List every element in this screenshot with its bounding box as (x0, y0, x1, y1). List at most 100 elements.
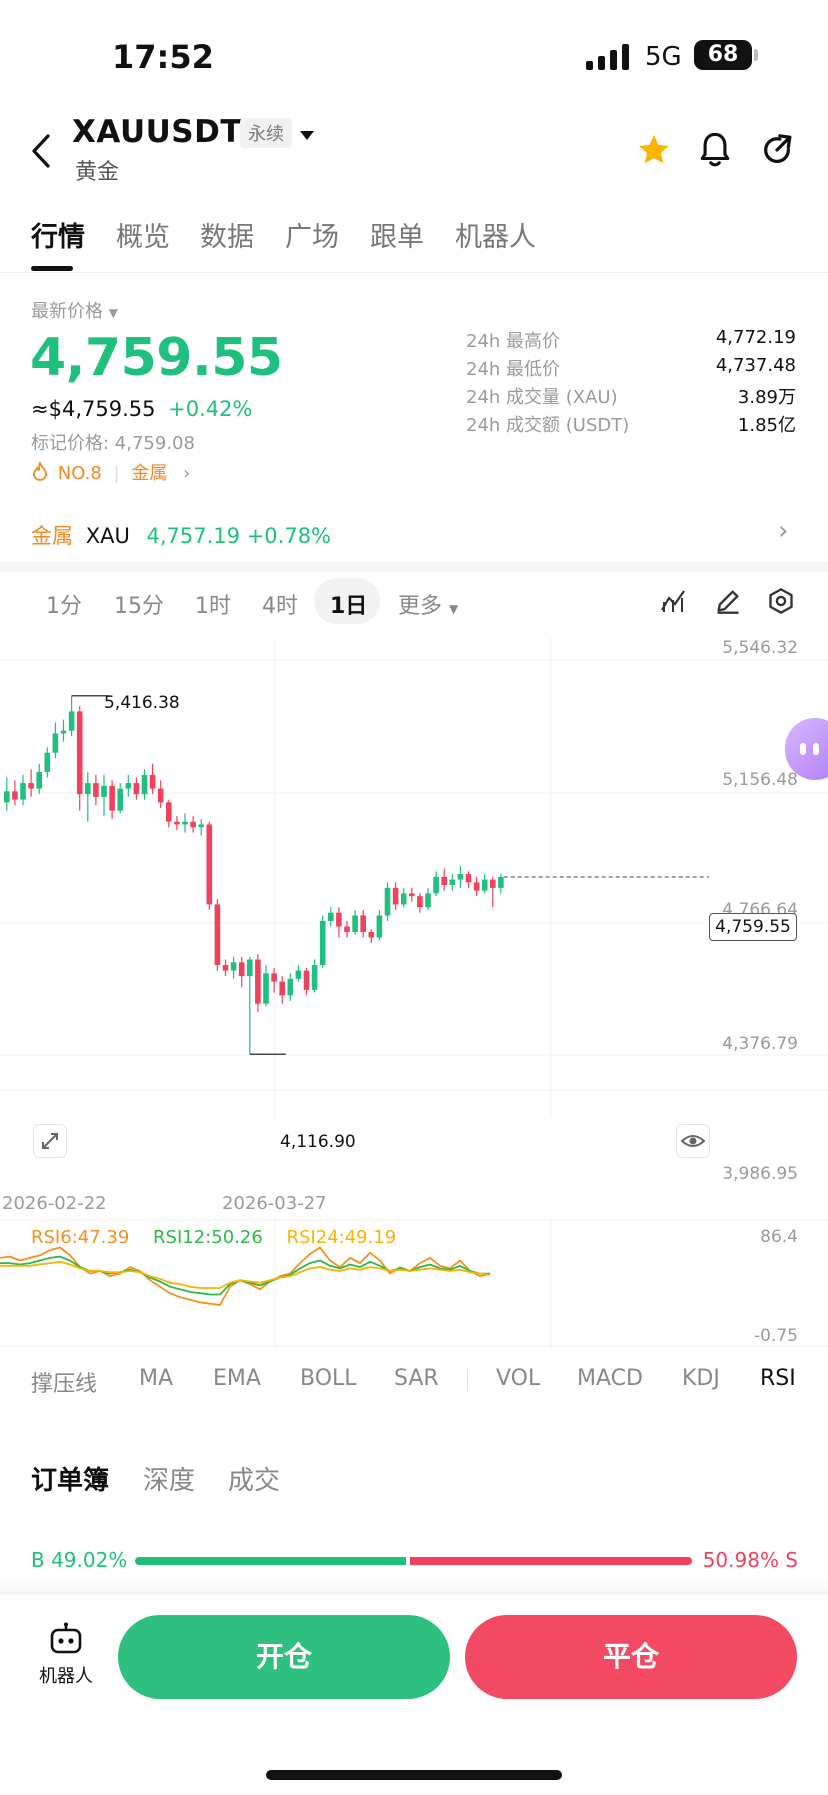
candle-body (149, 774, 156, 789)
candle-body (360, 915, 366, 932)
candle-body (109, 785, 115, 811)
tab-depth[interactable]: 深度 (143, 1466, 196, 1496)
latest-price-label[interactable]: 最新价格 ▼ (31, 301, 118, 322)
interval-1m[interactable]: 1分 (46, 594, 82, 619)
candle-body (60, 730, 67, 734)
rank-label: NO.8 (57, 463, 102, 484)
candle-body (117, 788, 123, 811)
candle-body (319, 920, 326, 966)
indicator-vol[interactable]: VOL (496, 1366, 541, 1391)
tab-data[interactable]: 数据 (200, 222, 254, 253)
candle-body (303, 970, 310, 990)
candle-body (28, 783, 34, 789)
rank-row[interactable]: NO.8 | 金属 › (31, 459, 190, 485)
symbol-subtitle: 黄金 (75, 160, 120, 185)
interval-4h[interactable]: 4时 (262, 594, 298, 619)
rsi-line-rsi12 (0, 1255, 490, 1296)
bell-icon[interactable] (698, 131, 732, 173)
back-icon[interactable] (30, 134, 52, 172)
home-indicator (266, 1770, 562, 1780)
candle-body (481, 879, 488, 891)
x-tick-label: 2026-03-27 (222, 1193, 327, 1214)
price-usd-row: ≈$4,759.55 +0.42% (31, 397, 252, 421)
candle-body (433, 876, 439, 894)
tab-market[interactable]: 行情 (31, 222, 85, 253)
signal-icon (586, 44, 632, 74)
candle-body (20, 783, 26, 800)
symbol-dropdown-icon[interactable] (300, 126, 314, 145)
reference-market-bar[interactable]: 金属 XAU 4,757.19 +0.78% (31, 520, 331, 550)
close-position-button[interactable]: 平仓 (465, 1615, 797, 1699)
bot-entry[interactable]: 机器人 (34, 1622, 98, 1688)
network-type: 5G (645, 42, 682, 72)
favorite-star-icon[interactable] (636, 132, 672, 172)
tab-orderbook[interactable]: 订单簿 (31, 1466, 110, 1496)
candle-body (368, 931, 375, 938)
indicator-support-resistance[interactable]: 撑压线 (31, 1372, 98, 1397)
candle-body (133, 783, 140, 795)
price-change: +0.42% (168, 397, 253, 421)
interval-more[interactable]: 更多 ▼ (398, 594, 459, 619)
mark-price: 标记价格: 4,759.08 (31, 433, 195, 454)
low-price-marker: 4,116.90 (280, 1132, 356, 1152)
ref-price: 4,757.19 (146, 524, 241, 548)
draw-pencil-icon[interactable] (714, 587, 742, 619)
eye-icon[interactable] (676, 1124, 710, 1158)
candlestick-chart[interactable] (0, 638, 828, 1118)
interval-1h[interactable]: 1时 (195, 594, 231, 619)
indicator-rsi[interactable]: RSI (760, 1366, 796, 1391)
bot-label: 机器人 (39, 1666, 93, 1687)
indicator-divider (467, 1370, 468, 1390)
interval-1d[interactable]: 1日 (330, 594, 368, 619)
tab-square[interactable]: 广场 (285, 222, 339, 253)
rsi24-value: RSI24:49.19 (286, 1227, 397, 1248)
candle-body (230, 962, 237, 971)
interval-15m[interactable]: 15分 (114, 594, 164, 619)
y-tick-label: 5,546.32 (722, 638, 798, 658)
candle-body (417, 896, 423, 908)
stat-low: 24h 最低价 4,737.48 (466, 355, 796, 380)
fullscreen-expand-icon[interactable] (33, 1124, 67, 1158)
candle-body (206, 824, 213, 905)
candle-body (4, 791, 10, 803)
assistant-bubble-icon[interactable] (785, 718, 828, 780)
buy-percentage: B 49.02% (31, 1548, 128, 1572)
symbol-title[interactable]: XAUUSDT (72, 114, 242, 150)
indicator-kdj[interactable]: KDJ (682, 1366, 720, 1391)
indicator-ema[interactable]: EMA (213, 1366, 261, 1391)
candle-body (190, 821, 196, 828)
tab-copy-trading[interactable]: 跟单 (370, 222, 424, 253)
indicator-sar[interactable]: SAR (394, 1366, 439, 1391)
status-time: 17:52 (112, 38, 214, 76)
buy-bar (135, 1557, 407, 1565)
candle-body (68, 711, 75, 731)
candle-body (174, 821, 180, 825)
candle-body (400, 893, 407, 905)
candle-body (247, 959, 253, 977)
open-position-button[interactable]: 开仓 (118, 1615, 450, 1699)
candle-body (222, 965, 229, 971)
candle-body (311, 965, 318, 990)
tab-bots[interactable]: 机器人 (455, 222, 536, 253)
battery-icon: 68 (694, 40, 752, 70)
tab-overview[interactable]: 概览 (116, 222, 170, 253)
indicator-boll[interactable]: BOLL (300, 1366, 357, 1391)
candle-body (473, 882, 480, 891)
share-icon[interactable] (760, 133, 794, 171)
candle-body (287, 978, 294, 996)
ref-chevron-right-icon[interactable]: › (778, 516, 789, 546)
tab-trades[interactable]: 成交 (228, 1466, 281, 1496)
sell-bar (409, 1557, 692, 1565)
candle-body (465, 874, 472, 883)
chart-settings-icon[interactable] (767, 587, 795, 619)
candle-body (198, 824, 204, 828)
tab-underline (31, 266, 73, 271)
candle-body (457, 874, 464, 880)
indicator-macd[interactable]: MACD (577, 1366, 643, 1391)
indicator-ma[interactable]: MA (139, 1366, 174, 1391)
orderbook-gradient (0, 1575, 828, 1595)
section-gap (0, 562, 828, 572)
chart-type-icon[interactable] (660, 588, 688, 618)
x-tick-label: 2026-02-22 (2, 1193, 107, 1214)
candle-body (85, 783, 91, 795)
